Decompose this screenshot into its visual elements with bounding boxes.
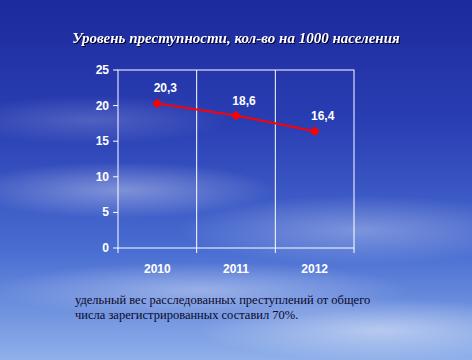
y-tick <box>113 105 118 106</box>
category-divider <box>275 70 276 248</box>
chart: Уровень преступности, кол-во на 1000 нас… <box>0 0 472 360</box>
x-tick <box>354 248 355 253</box>
marker <box>153 99 162 108</box>
y-tick-label: 20 <box>96 99 110 113</box>
marker <box>310 127 319 136</box>
annotation: удельный вес расследованных преступлений… <box>75 293 375 323</box>
y-tick-label: 25 <box>96 63 110 77</box>
marker <box>232 111 241 120</box>
y-tick <box>113 176 118 177</box>
y-tick-label: 15 <box>96 134 110 148</box>
plot-frame <box>118 70 354 248</box>
series-line <box>157 103 314 131</box>
category-divider <box>196 70 197 248</box>
x-tick-label: 2010 <box>144 262 171 276</box>
y-tick <box>113 70 118 71</box>
x-tick-label: 2012 <box>301 262 328 276</box>
data-label: 16,4 <box>311 109 335 123</box>
x-tick <box>118 248 119 253</box>
y-tick-label: 5 <box>102 205 109 219</box>
y-tick <box>113 141 118 142</box>
x-tick <box>196 248 197 253</box>
y-tick-label: 0 <box>102 241 109 255</box>
data-label: 20,3 <box>154 81 178 95</box>
x-tick-label: 2011 <box>223 262 249 276</box>
y-tick-label: 10 <box>96 170 110 184</box>
title: Уровень преступности, кол-во на 1000 нас… <box>72 30 400 46</box>
x-tick <box>275 248 276 253</box>
y-tick <box>113 248 118 249</box>
y-tick <box>113 212 118 213</box>
data-label: 18,6 <box>232 94 256 108</box>
